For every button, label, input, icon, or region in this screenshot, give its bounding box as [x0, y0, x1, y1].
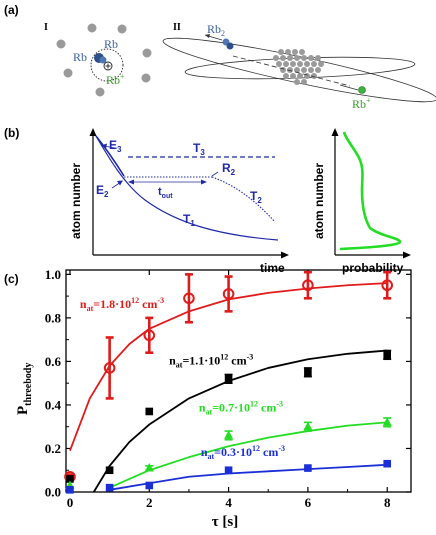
label-rb-top: Rb [104, 37, 118, 51]
threebody-chart: 0 2 4 6 8 0.0 0.2 0.4 0.6 0.8 1.0 Pthreebody τ [s]… [15, 267, 412, 530]
panel-b-label: (b) [4, 126, 19, 140]
label-tout: tout [158, 186, 173, 200]
panel-a-roman-ii: II [173, 22, 181, 33]
label-rb2: Rb2 [207, 22, 225, 38]
b-xlabel-left: time [260, 261, 285, 275]
label-E3: E3 [109, 138, 122, 154]
atom [63, 68, 73, 78]
data-point-series-0 [222, 288, 235, 300]
c-ylabel: Pthreebody [15, 363, 34, 415]
panel-a-right: II Rb2 Rb+ [162, 22, 436, 111]
rb2-atom [226, 42, 234, 50]
data-point-series-1 [383, 351, 392, 359]
data-point-series-3 [224, 466, 233, 475]
atom [141, 73, 151, 83]
panel-c-label: (c) [4, 272, 19, 286]
data-point-series-3 [304, 464, 312, 472]
series-label-1: nat=1.1·1012 cm-3 [169, 353, 253, 370]
y-tick-label: 0.2 [45, 441, 61, 456]
atom [87, 23, 97, 33]
data-point-series-0 [381, 279, 394, 292]
data-point-series-3 [66, 486, 74, 494]
curve-T2 [211, 176, 276, 223]
data-point-series-2 [382, 417, 392, 426]
y-tick-label: 0.0 [45, 485, 61, 500]
x-tick-label: 8 [384, 495, 391, 510]
data-point-series-2 [303, 421, 313, 431]
data-point-series-1 [145, 407, 154, 416]
panel-b-left: atom number time E3 E2 T3 R2 tout T2 T1 [69, 128, 289, 275]
data-point-series-1 [224, 375, 233, 383]
x-tick-label: 0 [67, 495, 74, 510]
y-tick-label: 1.0 [45, 267, 61, 282]
panel-a-left: I Rb Rb Rb+ [44, 22, 152, 97]
rb-atom [99, 56, 107, 64]
data-point-series-2 [224, 430, 234, 439]
label-T1: T1 [183, 212, 195, 228]
b-ylabel-left: atom number [69, 163, 83, 239]
y-tick-label: 0.6 [45, 354, 62, 369]
panel-b-right: atom number probability [312, 128, 411, 275]
c-xlabel: τ [s] [212, 514, 239, 530]
ion-dot [358, 86, 366, 94]
label-rb-left: Rb [73, 50, 87, 64]
data-point-series-2 [144, 463, 154, 472]
data-point-series-1 [66, 475, 74, 483]
atom [56, 39, 66, 49]
x-tick-label: 6 [305, 495, 312, 510]
series-label-2: nat=0.7·1012 cm-3 [199, 399, 283, 416]
data-point-series-3 [105, 483, 114, 492]
fit-line-series-2 [109, 421, 388, 489]
plot-frame [65, 269, 412, 493]
y-tick-label: 0.4 [45, 397, 62, 412]
series-label-0: nat=1.8·1012 cm-3 [80, 296, 164, 313]
label-T3: T3 [193, 141, 205, 157]
probability-curve [339, 131, 402, 251]
label-rb-ion: Rb+ [106, 72, 125, 87]
ion-arrow [339, 84, 359, 91]
data-point-series-0 [302, 279, 314, 292]
atom [142, 48, 152, 58]
x-tick-label: 2 [146, 495, 153, 510]
data-point-series-1 [105, 466, 114, 475]
b-xlabel-right: probability [342, 261, 404, 275]
atom-cluster [273, 49, 324, 85]
panel-a-label: (a) [4, 3, 19, 17]
atom [95, 87, 105, 97]
series-label-3: nat=0.3·1012 cm-3 [201, 444, 285, 461]
data-point-series-3 [383, 459, 392, 468]
data-point-series-1 [304, 368, 312, 377]
data-point-series-0 [103, 362, 116, 374]
trajectory-line [232, 55, 351, 87]
data-point-series-0 [183, 292, 195, 305]
x-tick-label: 4 [225, 495, 232, 510]
fit-line-series-3 [109, 463, 388, 491]
panel-a-roman-i: I [44, 22, 48, 33]
curve-initial [95, 135, 125, 177]
curve-T1 [95, 135, 279, 241]
atom [117, 24, 127, 34]
b-ylabel-right: atom number [312, 163, 326, 239]
label-rb-ion-right: Rb+ [352, 96, 371, 111]
label-E2: E2 [96, 183, 109, 199]
interaction-region [90, 48, 124, 82]
y-tick-label: 0.8 [45, 310, 62, 325]
data-point-series-0 [143, 329, 156, 342]
fit-line-series-1 [92, 349, 388, 493]
data-point-series-3 [145, 481, 154, 490]
label-R2: R2 [222, 161, 236, 177]
label-T2: T2 [250, 189, 262, 205]
